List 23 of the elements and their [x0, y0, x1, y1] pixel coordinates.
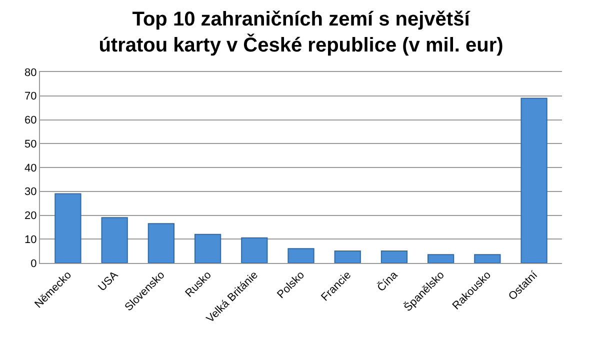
bar — [288, 248, 314, 263]
y-tick-label: 80 — [24, 66, 37, 79]
bar — [334, 250, 361, 263]
y-tick-label: 20 — [24, 210, 37, 222]
bar — [241, 237, 268, 263]
y-tick-label: 0 — [30, 258, 37, 270]
y-tick-label: 60 — [24, 114, 37, 127]
bar — [520, 98, 548, 263]
bar — [428, 254, 454, 263]
bar — [148, 223, 174, 263]
x-tick-label: Čína — [374, 268, 401, 294]
y-tick-label: 40 — [24, 162, 37, 174]
y-tick-label: 30 — [24, 186, 37, 198]
bar — [101, 217, 128, 263]
x-tick-label: USA — [96, 268, 122, 294]
bar — [380, 250, 408, 263]
y-tick-label: 50 — [24, 138, 37, 150]
chart-title: Top 10 zahraničních zemí s největší útratou karty v České republice (v mil. eur) — [98, 8, 504, 56]
bar — [54, 193, 82, 263]
bar — [194, 234, 222, 263]
y-tick-label: 10 — [24, 234, 37, 246]
bar — [474, 254, 501, 263]
y-tick-label: 70 — [24, 90, 37, 103]
